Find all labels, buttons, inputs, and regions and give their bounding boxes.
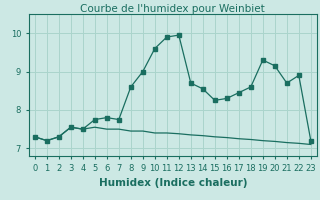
Title: Courbe de l'humidex pour Weinbiet: Courbe de l'humidex pour Weinbiet — [80, 4, 265, 14]
X-axis label: Humidex (Indice chaleur): Humidex (Indice chaleur) — [99, 178, 247, 188]
